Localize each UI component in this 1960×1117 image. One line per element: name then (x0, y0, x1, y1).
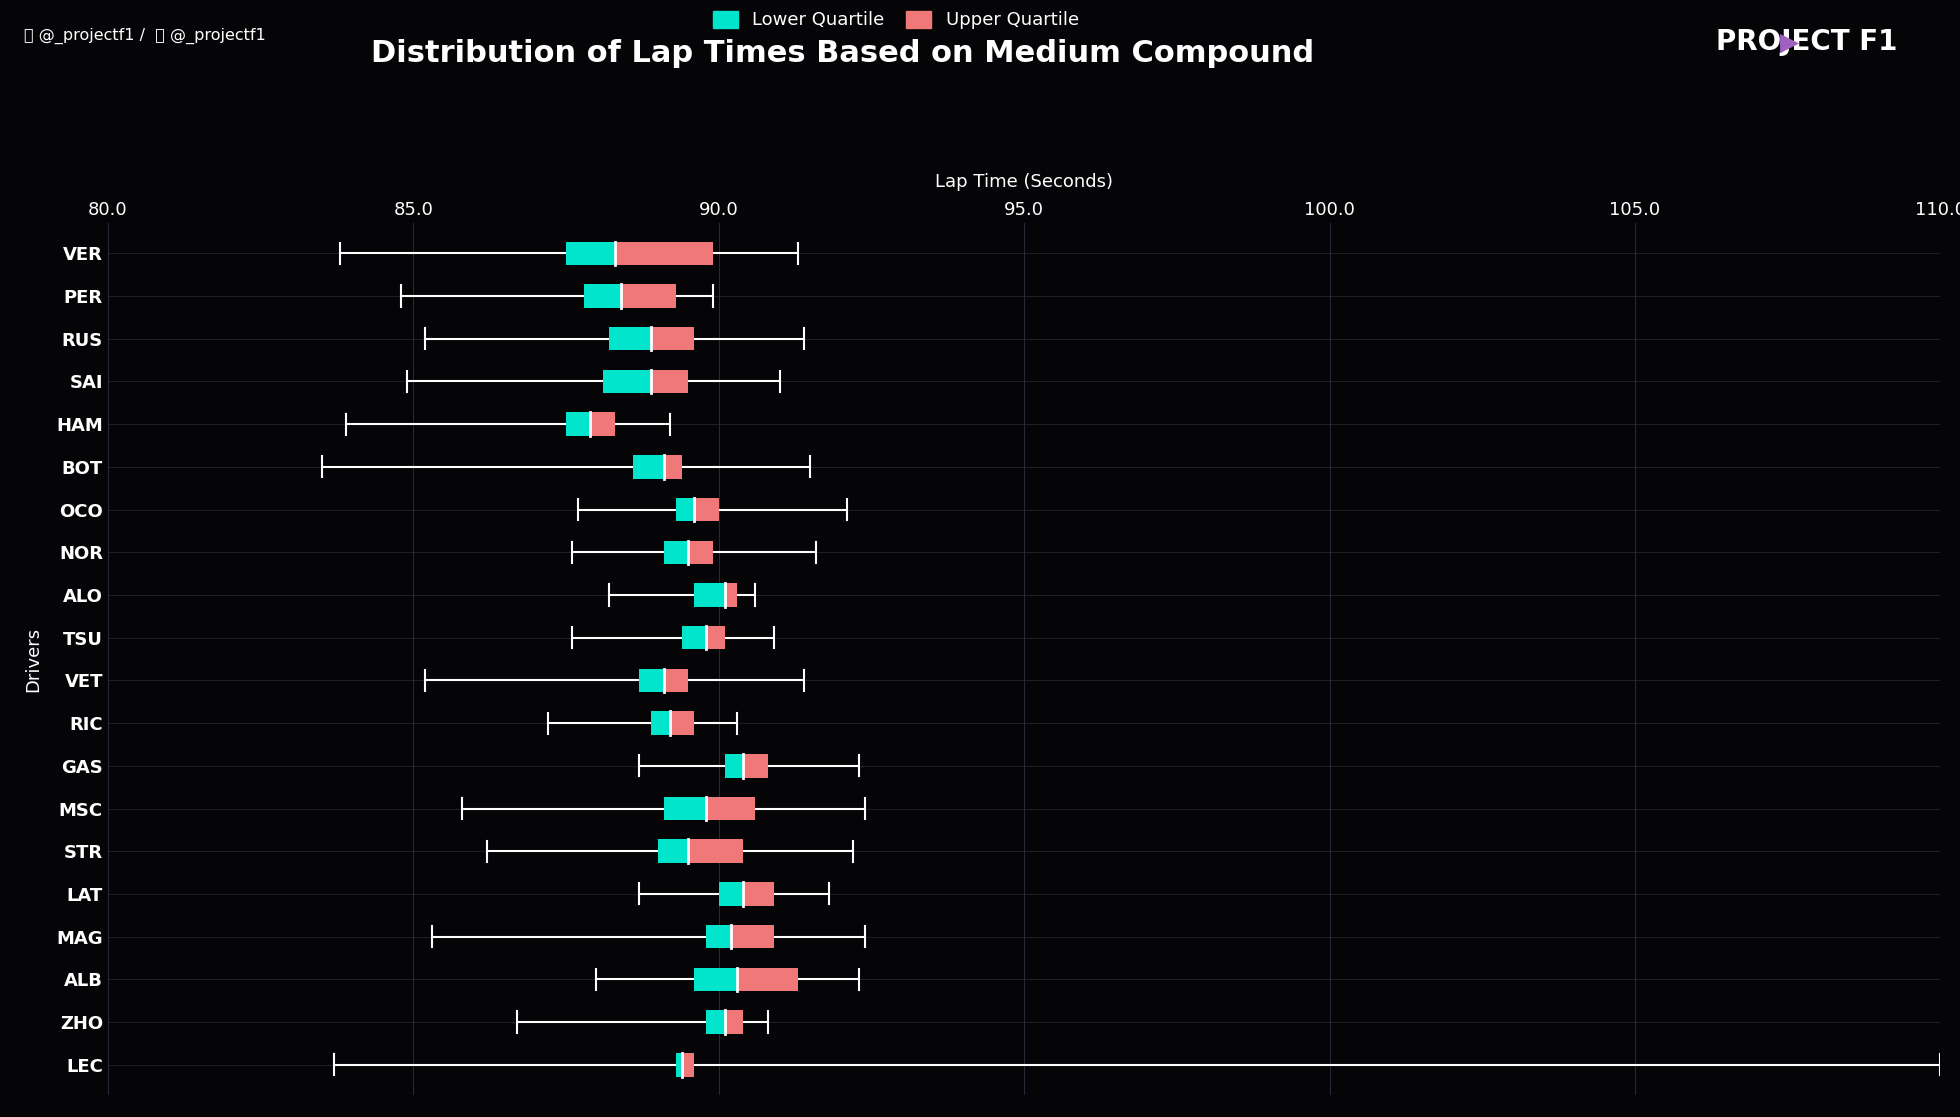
Bar (651, 370, 688, 393)
Bar (725, 1010, 743, 1034)
Bar (737, 967, 798, 991)
Bar (610, 327, 651, 351)
Bar (706, 796, 755, 820)
Bar (664, 541, 688, 564)
Bar (651, 712, 670, 735)
Bar (694, 498, 719, 522)
Bar (670, 712, 694, 735)
Y-axis label: Drivers: Drivers (24, 627, 43, 691)
Bar (664, 796, 706, 820)
Bar (694, 583, 725, 607)
Bar (566, 241, 615, 265)
Bar (706, 925, 731, 948)
Bar (731, 925, 774, 948)
Bar (743, 882, 774, 906)
Bar (615, 241, 713, 265)
Text: ▶: ▶ (1780, 31, 1799, 55)
Bar (688, 840, 743, 863)
Bar (725, 583, 737, 607)
Bar (664, 669, 688, 693)
Bar (584, 284, 621, 308)
X-axis label: Lap Time (Seconds): Lap Time (Seconds) (935, 173, 1113, 191)
Bar (706, 626, 725, 649)
Bar (688, 541, 713, 564)
Bar (682, 626, 706, 649)
Legend: Lower Quartile, Upper Quartile: Lower Quartile, Upper Quartile (704, 1, 1088, 38)
Bar (633, 455, 664, 478)
Bar (719, 882, 743, 906)
Bar (639, 669, 664, 693)
Bar (682, 1053, 694, 1077)
Bar (659, 840, 688, 863)
Bar (725, 754, 743, 777)
Text: PROJECT F1: PROJECT F1 (1715, 28, 1897, 56)
Bar (694, 967, 737, 991)
Bar (676, 1053, 682, 1077)
Bar (651, 327, 694, 351)
Bar (602, 370, 651, 393)
Bar (621, 284, 676, 308)
Text: Distribution of Lap Times Based on Medium Compound: Distribution of Lap Times Based on Mediu… (370, 39, 1315, 68)
Bar (664, 455, 682, 478)
Bar (743, 754, 768, 777)
Bar (566, 412, 590, 436)
Bar (676, 498, 694, 522)
Bar (590, 412, 615, 436)
Text: ⓘ @_projectf1 /  🐦 @_projectf1: ⓘ @_projectf1 / 🐦 @_projectf1 (24, 28, 265, 45)
Bar (706, 1010, 725, 1034)
